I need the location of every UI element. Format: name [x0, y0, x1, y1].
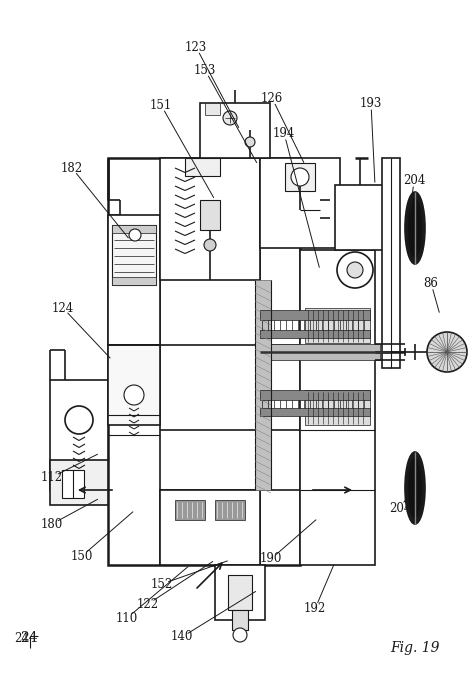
Circle shape — [204, 239, 216, 251]
Bar — [112, 277, 156, 285]
Bar — [260, 408, 370, 416]
Bar — [335, 185, 385, 250]
Bar — [300, 250, 375, 565]
Bar — [260, 344, 380, 360]
Bar — [305, 308, 370, 343]
Bar — [108, 215, 160, 345]
Text: 194: 194 — [273, 126, 295, 140]
Text: 110: 110 — [116, 612, 138, 625]
Text: 193: 193 — [360, 97, 382, 109]
Text: 124: 124 — [52, 301, 74, 314]
Text: 182: 182 — [61, 162, 83, 175]
Circle shape — [233, 628, 247, 642]
Bar — [285, 163, 315, 191]
Bar — [305, 390, 370, 425]
Circle shape — [65, 406, 93, 434]
Bar — [260, 158, 340, 248]
Bar — [205, 103, 220, 115]
Circle shape — [427, 332, 467, 372]
Bar — [228, 575, 252, 610]
Bar — [112, 225, 156, 233]
Ellipse shape — [408, 458, 422, 518]
Bar — [215, 500, 245, 520]
Text: 180: 180 — [41, 518, 63, 531]
Text: 192: 192 — [304, 603, 326, 616]
Circle shape — [223, 111, 237, 125]
Bar — [160, 490, 260, 565]
Text: Fig. 19: Fig. 19 — [390, 641, 439, 655]
Text: 140: 140 — [171, 630, 193, 643]
Bar — [260, 390, 370, 400]
Text: 86: 86 — [424, 276, 438, 290]
Ellipse shape — [405, 452, 425, 524]
Bar — [175, 500, 205, 520]
Bar — [260, 330, 370, 338]
Bar — [382, 158, 400, 368]
Text: 151: 151 — [150, 99, 172, 111]
Circle shape — [129, 229, 141, 241]
Circle shape — [337, 252, 373, 288]
Bar — [200, 200, 220, 230]
Text: 153: 153 — [194, 64, 216, 77]
Bar — [108, 158, 300, 565]
Text: 122: 122 — [137, 598, 159, 611]
Circle shape — [291, 168, 309, 186]
Bar — [232, 610, 248, 630]
Text: 204: 204 — [389, 502, 411, 515]
Bar — [215, 565, 265, 620]
Text: 126: 126 — [261, 91, 283, 104]
Ellipse shape — [408, 198, 422, 258]
Bar — [255, 280, 271, 490]
Ellipse shape — [405, 192, 425, 264]
Text: 24: 24 — [20, 631, 37, 645]
Text: 112: 112 — [41, 471, 63, 484]
Circle shape — [245, 137, 255, 147]
Text: 204: 204 — [403, 173, 425, 187]
Text: 150: 150 — [71, 549, 93, 562]
Bar — [108, 345, 160, 425]
Text: 123: 123 — [185, 41, 207, 53]
Bar — [112, 225, 156, 285]
Circle shape — [347, 262, 363, 278]
Bar — [62, 470, 84, 498]
Bar — [260, 310, 370, 320]
Text: 24: 24 — [15, 632, 29, 645]
Bar — [50, 460, 108, 505]
Bar — [160, 158, 260, 280]
Text: 190: 190 — [260, 553, 282, 565]
Text: 152: 152 — [151, 578, 173, 591]
Bar — [50, 380, 108, 490]
Bar — [185, 158, 220, 176]
Circle shape — [124, 385, 144, 405]
Bar — [200, 103, 270, 158]
